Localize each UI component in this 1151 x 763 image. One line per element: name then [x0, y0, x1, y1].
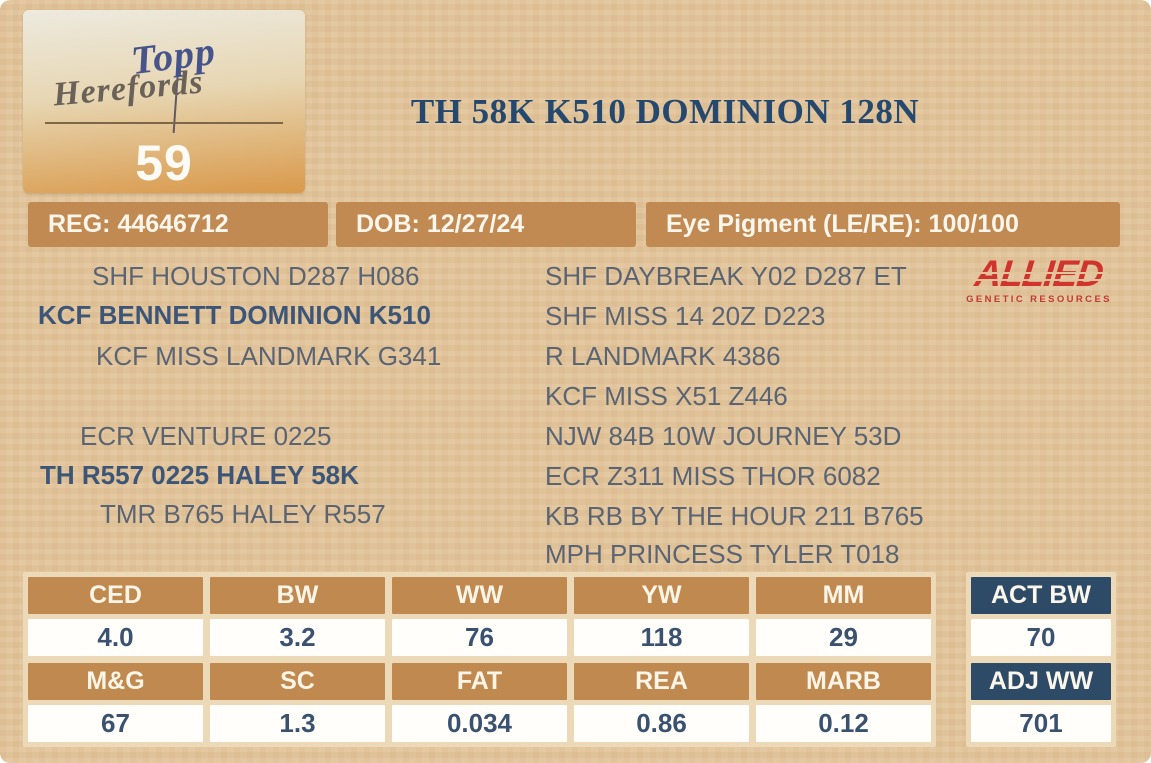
allied-logo-wordmark: ALLIED	[973, 253, 1106, 294]
epd-header: M&G	[28, 663, 203, 700]
adj-ww-header-row: ADJ WW	[971, 663, 1111, 700]
epd-table: CED BW WW YW MM 4.0 3.2 76 118 29 M&G SC…	[23, 572, 936, 747]
epd-header: YW	[574, 577, 749, 614]
epd-header: MARB	[756, 663, 931, 700]
logo-underline	[45, 122, 283, 124]
epd-value: 0.034	[392, 705, 567, 742]
epd-header: MM	[756, 577, 931, 614]
ancestor-line: SHF DAYBREAK Y02 D287 ET	[545, 261, 907, 291]
ancestor-line: KB RB BY THE HOUR 211 B765	[545, 501, 924, 531]
epd-value-row-1: 4.0 3.2 76 118 29	[28, 619, 931, 656]
registration-number: REG: 44646712	[28, 202, 328, 247]
epd-header: SC	[210, 663, 385, 700]
epd-header-row-2: M&G SC FAT REA MARB	[28, 663, 931, 700]
epd-value: 3.2	[210, 619, 385, 656]
ancestor-line: MPH PRINCESS TYLER T018	[545, 539, 900, 569]
lot-number: 59	[135, 135, 193, 191]
weight-stats-panel: ACT BW 70 ADJ WW 701	[966, 572, 1116, 747]
info-bar-row: REG: 44646712 DOB: 12/27/24 Eye Pigment …	[28, 202, 1120, 247]
topp-herefords-logo: Topp Herefords	[23, 10, 305, 133]
epd-value-row-2: 67 1.3 0.034 0.86 0.12	[28, 705, 931, 742]
sire-name: KCF BENNETT DOMINION K510	[38, 300, 431, 330]
epd-header-row-1: CED BW WW YW MM	[28, 577, 931, 614]
act-bw-value: 70	[971, 619, 1111, 656]
epd-header: REA	[574, 663, 749, 700]
epd-header: FAT	[392, 663, 567, 700]
epd-value: 0.12	[756, 705, 931, 742]
sire-granddam: KCF MISS LANDMARK G341	[96, 341, 442, 371]
epd-header: WW	[392, 577, 567, 614]
epd-header: BW	[210, 577, 385, 614]
epd-value: 118	[574, 619, 749, 656]
ancestor-line: KCF MISS X51 Z446	[545, 381, 788, 411]
epd-value: 76	[392, 619, 567, 656]
epd-value: 0.86	[574, 705, 749, 742]
epd-value: 4.0	[28, 619, 203, 656]
adj-ww-value-row: 701	[971, 705, 1111, 742]
brand-name-bottom: Herefords	[51, 63, 205, 114]
ancestor-line: NJW 84B 10W JOURNEY 53D	[545, 421, 902, 451]
eye-pigment: Eye Pigment (LE/RE): 100/100	[646, 202, 1120, 247]
animal-name-title: TH 58K K510 DOMINION 128N	[410, 92, 920, 131]
epd-header: CED	[28, 577, 203, 614]
dam-grandsire: ECR VENTURE 0225	[80, 421, 332, 451]
adj-ww-value: 701	[971, 705, 1111, 742]
date-of-birth: DOB: 12/27/24	[336, 202, 636, 247]
act-bw-header-row: ACT BW	[971, 577, 1111, 614]
allied-logo-subtitle: GENETIC RESOURCES	[966, 294, 1112, 305]
epd-value: 29	[756, 619, 931, 656]
dam-granddam: TMR B765 HALEY R557	[100, 499, 386, 529]
lot-brand-box: Topp Herefords 59	[23, 10, 305, 193]
act-bw-value-row: 70	[971, 619, 1111, 656]
ancestor-line: R LANDMARK 4386	[545, 341, 781, 371]
act-bw-label: ACT BW	[971, 577, 1111, 614]
sire-grandsire: SHF HOUSTON D287 H086	[92, 261, 420, 291]
allied-genetic-resources-logo: ALLIED GENETIC RESOURCES	[961, 253, 1117, 305]
ancestor-line: ECR Z311 MISS THOR 6082	[545, 461, 881, 491]
epd-value: 67	[28, 705, 203, 742]
ancestor-line: SHF MISS 14 20Z D223	[545, 301, 826, 331]
adj-ww-label: ADJ WW	[971, 663, 1111, 700]
dam-name: TH R557 0225 HALEY 58K	[40, 460, 359, 490]
epd-value: 1.3	[210, 705, 385, 742]
